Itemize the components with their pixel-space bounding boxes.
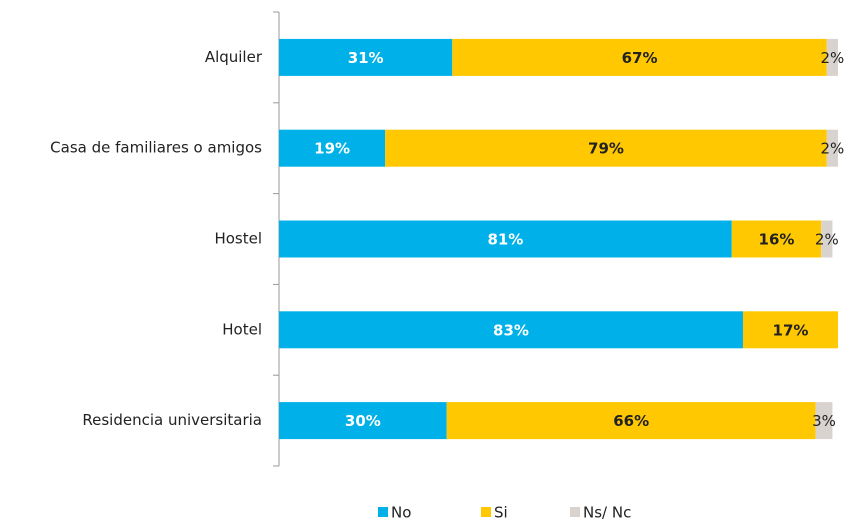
value-label: 3% <box>812 412 836 430</box>
bar-segment <box>279 220 732 258</box>
value-label: 2% <box>815 231 839 249</box>
bar-segment <box>826 38 838 76</box>
legend-label: Ns/ Nc <box>583 504 631 522</box>
bar-segment <box>452 38 827 76</box>
category-label: Residencia universitaria <box>82 411 262 429</box>
bar-segment <box>279 38 453 76</box>
bar-segment <box>815 402 833 440</box>
legend-swatch <box>378 507 388 517</box>
value-label: 66% <box>613 412 649 430</box>
category-label: Hostel <box>214 230 262 248</box>
bar-segment <box>742 311 838 349</box>
value-label: 31% <box>348 49 384 67</box>
legend-swatch <box>570 507 580 517</box>
legend-label: No <box>391 504 411 522</box>
value-label: 19% <box>314 140 350 158</box>
category-label: Hotel <box>222 320 262 338</box>
bar-segment <box>821 220 833 258</box>
category-label: Casa de familiares o amigos <box>50 139 262 157</box>
bar-segment <box>446 402 816 440</box>
legend-swatch <box>481 507 491 517</box>
bar-segment <box>731 220 822 258</box>
legend-label: Si <box>494 504 508 522</box>
bar-segment <box>385 129 827 167</box>
value-label: 2% <box>821 140 845 158</box>
bar-segment <box>826 129 838 167</box>
category-label: Alquiler <box>205 48 263 66</box>
value-label: 30% <box>345 412 381 430</box>
value-label: 67% <box>622 49 658 67</box>
value-label: 2% <box>821 49 845 67</box>
bar-segment <box>279 402 447 440</box>
value-label: 16% <box>759 231 795 249</box>
bar-segment <box>279 129 386 167</box>
bar-segment <box>279 311 743 349</box>
value-label: 81% <box>487 231 523 249</box>
value-label: 79% <box>588 140 624 158</box>
value-label: 83% <box>493 321 529 339</box>
value-label: 17% <box>773 321 809 339</box>
